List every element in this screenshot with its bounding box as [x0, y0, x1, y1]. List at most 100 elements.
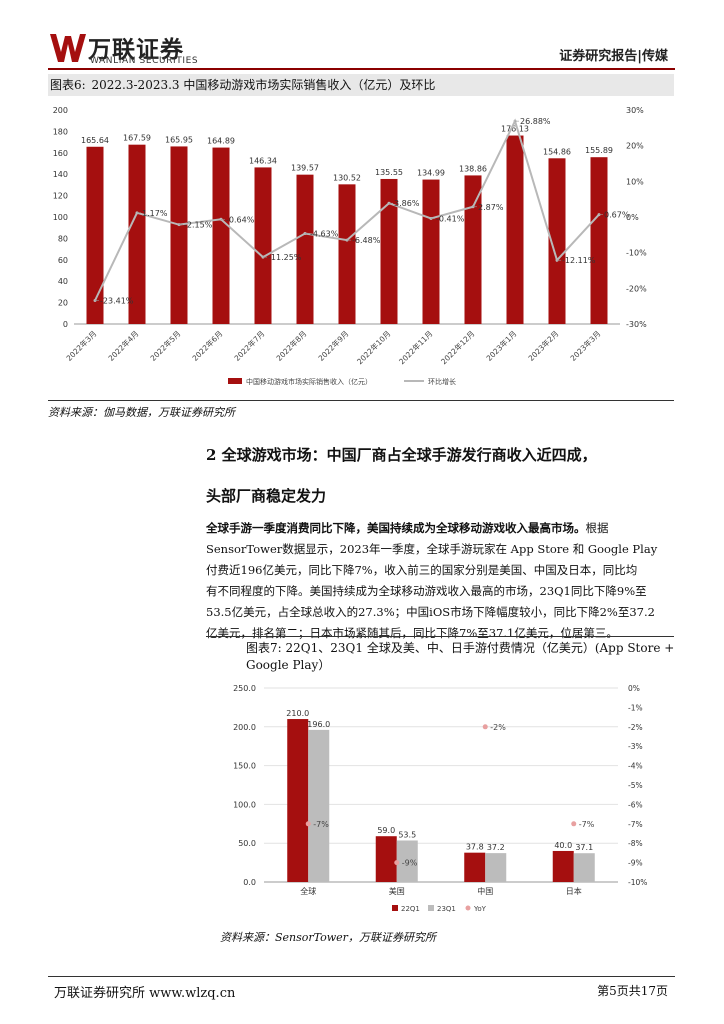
x-tick-label: 2023年3月	[568, 328, 603, 363]
y-tick-label: 200	[53, 106, 68, 115]
mom-value-label: -23.41%	[100, 296, 134, 305]
legend-label-line: 环比增长	[428, 377, 456, 386]
bar-22q1	[375, 836, 397, 882]
bar-value-label: 138.86	[459, 164, 487, 173]
yoy-value-label: -7%	[579, 820, 595, 829]
yoy-value-label: -7%	[313, 820, 329, 829]
bar	[506, 135, 524, 324]
y2-tick-label: -5%	[628, 781, 643, 790]
page-number: 第5页共17页	[597, 984, 668, 998]
y2-tick-label: -9%	[628, 859, 643, 868]
mom-value-label: 2.87%	[478, 203, 504, 212]
mom-value-label: -4.63%	[310, 230, 339, 239]
x-tick-label: 2022年9月	[316, 328, 351, 363]
y-tick-label: 0.0	[243, 878, 256, 887]
y-tick-label: 100	[53, 213, 68, 222]
para-lead: 全球手游一季度消费同比下降，美国持续成为全球移动游戏收入最高市场。	[206, 521, 586, 535]
bar-value-label: 176.13	[501, 125, 529, 134]
figure7-label: 图表7:	[246, 641, 282, 655]
x-tick-label: 2022年8月	[274, 328, 309, 363]
x-tick-label: 日本	[566, 886, 582, 896]
mom-value-label: -2.15%	[184, 221, 213, 230]
yoy-point	[571, 821, 577, 827]
mom-value-label: -11.25%	[268, 253, 302, 262]
y2-tick-label: 20%	[626, 142, 644, 151]
bar-value-label: 165.95	[165, 135, 193, 144]
yoy-point	[305, 821, 311, 827]
y-tick-label: 80	[58, 234, 68, 243]
bar-23q1	[573, 853, 595, 882]
legend-swatch-23q1	[428, 905, 434, 911]
legend-swatch-bar	[228, 378, 242, 384]
y2-tick-label: -4%	[628, 762, 643, 771]
y-tick-label: 100.0	[233, 800, 256, 809]
legend-label-22q1: 22Q1	[401, 905, 420, 913]
x-tick-label: 美国	[389, 886, 405, 896]
body-paragraph: 全球手游一季度消费同比下降，美国持续成为全球移动游戏收入最高市场。根据 Sens…	[206, 518, 674, 644]
logo-mark-icon	[50, 34, 86, 62]
mom-value-label: -0.41%	[436, 214, 465, 223]
bar-value-label: 164.89	[207, 137, 235, 146]
x-tick-label: 2022年12月	[438, 328, 476, 366]
para-line-4: 有不同程度的下降。美国持续成为全球移动游戏收入最高的市场，23Q1同比下降9%至	[206, 584, 647, 598]
y2-tick-label: -20%	[626, 284, 647, 293]
y2-tick-label: -10%	[628, 878, 647, 887]
bar	[212, 147, 230, 324]
yoy-value-label: -2%	[490, 723, 506, 732]
bar-value-label: 210.0	[286, 709, 309, 718]
para-line-2: SensorTower数据显示，2023年一季度，全球手游玩家在 App Sto…	[206, 542, 658, 556]
legend-label-23q1: 23Q1	[437, 905, 456, 913]
bar-value-label: 196.0	[307, 720, 330, 729]
header-divider	[48, 68, 675, 70]
mom-value-label: -0.64%	[226, 215, 255, 224]
yoy-point	[482, 724, 488, 730]
y2-tick-label: 10%	[626, 177, 644, 186]
x-tick-label: 2022年4月	[106, 328, 141, 363]
y-tick-label: 40	[58, 277, 68, 286]
yoy-value-label: -9%	[402, 859, 418, 868]
section-heading-line2: 头部厂商稳定发力	[206, 487, 327, 505]
bar-value-label: 53.5	[398, 830, 416, 839]
y-tick-label: 0	[63, 320, 68, 329]
bar-value-label: 130.52	[333, 173, 361, 182]
y2-tick-label: -30%	[626, 320, 647, 329]
footer-left: 万联证券研究所 www.wlzq.cn	[54, 986, 236, 1001]
x-tick-label: 全球	[300, 886, 316, 896]
mom-value-label: 3.86%	[394, 199, 420, 208]
bar-value-label: 167.59	[123, 134, 151, 143]
y2-tick-label: -7%	[628, 820, 643, 829]
y-tick-label: 50.0	[238, 839, 256, 848]
para-line-3: 付费近196亿美元，同比下降7%，收入前三的国家分别是美国、中国及日本，同比均	[206, 563, 638, 577]
legend-label-bar: 中国移动游戏市场实际销售收入（亿元）	[246, 377, 372, 386]
y2-tick-label: -1%	[628, 703, 643, 712]
legend-swatch-22q1	[392, 905, 398, 911]
figure6-source: 资料来源：伽马数据，万联证券研究所	[48, 406, 235, 419]
mom-value-label: -12.11%	[562, 256, 596, 265]
bar-value-label: 40.0	[554, 841, 572, 850]
y-tick-label: 180	[53, 127, 68, 136]
figure7-header: 图表7: 22Q1、23Q1 全球及美、中、日手游付费情况（亿美元）(App S…	[246, 640, 676, 674]
bar	[464, 175, 482, 324]
figure6-label: 图表6:	[50, 78, 86, 92]
bar	[86, 146, 104, 324]
y-tick-label: 120	[53, 192, 68, 201]
y2-tick-label: 0%	[628, 684, 640, 693]
report-type: 证券研究报告|传媒	[559, 49, 668, 64]
section-heading-line1: 2 全球游戏市场：中国厂商占全球手游发行商收入近四成，	[206, 446, 597, 464]
bar-23q1	[396, 840, 418, 882]
y-tick-label: 200.0	[233, 723, 256, 732]
y2-tick-label: 0%	[626, 213, 639, 222]
y-tick-label: 250.0	[233, 684, 256, 693]
x-tick-label: 中国	[477, 886, 493, 896]
y2-tick-label: -8%	[628, 839, 643, 848]
bar	[254, 167, 272, 324]
bar-value-label: 139.57	[291, 164, 319, 173]
figure7-top-border	[206, 636, 674, 637]
mom-value-label: 1.17%	[142, 209, 168, 218]
bar	[296, 174, 314, 324]
bar-22q1	[287, 719, 309, 882]
figure6-chart: 0 20 40 60 80 100 120 140 160 180 200 -30% -20% -10% 0…	[53, 106, 647, 386]
bar-value-label: 37.1	[575, 843, 593, 852]
figure6-bottom-border	[48, 400, 674, 401]
yoy-point	[394, 860, 400, 866]
